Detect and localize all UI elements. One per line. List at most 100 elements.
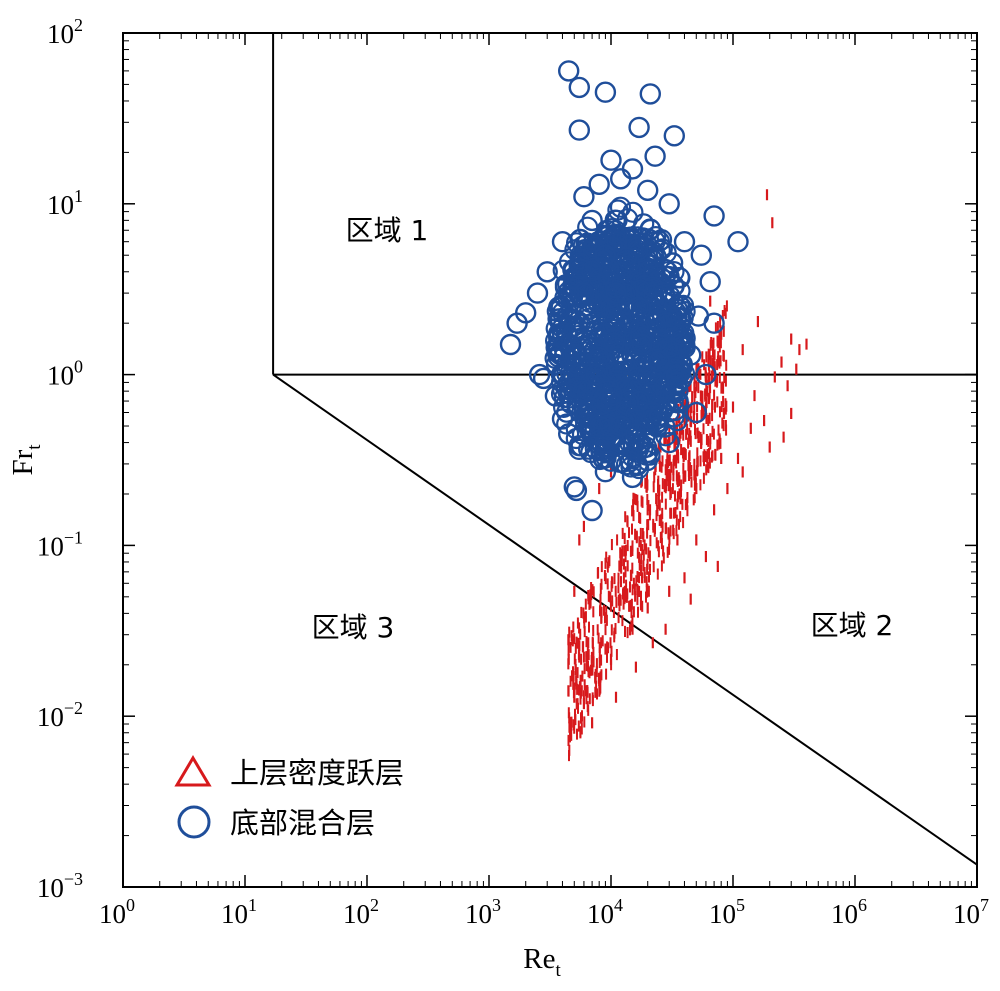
circle-point [687,305,710,327]
legend-label-circle: 底部混合层 [230,806,375,840]
circle-point [532,367,555,390]
circle-point [573,185,595,208]
circle-cloud-point [597,269,620,292]
y-axis-label: Frt [7,444,45,476]
circle-point [528,363,551,386]
circle-point [642,401,664,424]
circle-cloud-point [627,239,649,261]
circle-cloud-point [544,330,567,352]
circle-point [581,499,603,522]
circle-cloud-point [568,438,590,460]
circle-point [618,312,640,334]
circle-cloud-point [600,450,622,472]
circle-point [699,271,721,293]
region-label: 区域 1 [346,214,429,247]
circle-cloud-point [659,336,681,358]
circle-point [563,476,585,498]
circle-cloud-point [555,322,578,344]
circle-cloud-point [564,343,586,365]
circle-point [600,149,622,171]
y-tick-label: 10−3 [37,869,83,903]
circle-cloud-point [581,260,603,282]
circle-cloud-point [567,364,590,386]
circle-cloud-point [621,446,644,468]
circle-point [685,401,707,424]
circle-point [558,60,580,82]
circle-point [594,244,617,266]
circle-point [588,173,610,196]
circle-point [581,209,603,232]
y-tick-label: 101 [47,186,83,220]
circle-cloud-point [655,312,678,334]
x-tick-label: 101 [221,895,257,929]
circle-point [690,244,712,266]
circle-cloud-point [588,267,611,289]
circle-point [661,252,684,274]
circle-point [573,282,595,304]
circle-cloud-point [643,284,665,306]
circle-point [639,83,661,105]
circle-point [703,205,725,227]
y-tick-label: 10−2 [37,698,83,732]
circle-point [585,363,607,386]
circle-cloud-point [627,296,649,318]
circle-cloud-point [628,390,651,412]
circle-cloud-point [643,384,665,406]
y-tick-label: 102 [47,15,83,49]
circle-point [637,179,659,202]
circle-cloud-point [615,247,638,269]
circle-point [544,385,567,407]
circle-point [631,333,653,356]
circle-point [654,287,677,309]
circle-point [628,116,650,139]
circle-point [610,168,632,190]
circle-point [565,479,588,502]
circle-point [637,441,659,464]
circle-cloud-point [598,413,620,435]
x-tick-label: 106 [831,895,867,929]
circle-cloud-point [642,276,664,298]
y-tick-label: 100 [47,357,83,391]
circle-point [558,423,580,445]
circle-cloud-point [589,415,611,437]
circle-cloud-point [609,196,632,218]
x-tick-label: 103 [465,895,501,929]
x-tick-label: 107 [953,895,989,929]
region-label: 区域 2 [811,609,894,642]
circle-point [551,408,574,430]
circle-cloud-point [633,213,655,235]
legend-triangle-marker [174,755,212,787]
legend-label-triangle: 上层密度跃层 [230,756,404,790]
circle-cloud-point [558,280,580,302]
circle-point [680,344,702,366]
circle-point [621,466,644,489]
circle-point [648,350,671,372]
circle-point [658,431,680,454]
circle-cloud-point [645,226,667,248]
circle-cloud-point [672,294,695,316]
boundary-line-diagonal [272,373,978,866]
circle-cloud-point [606,230,628,253]
circle-point [506,312,528,334]
circle-cloud-point [662,306,684,328]
circle-point [568,119,590,141]
circle-point [594,81,617,103]
circle-cloud-point [620,456,642,478]
circle-point [549,295,571,318]
x-tick-label: 104 [587,895,623,929]
circle-point [563,320,585,342]
circle-cloud-point [654,265,676,287]
circle-cloud-point [608,373,630,395]
circle-cloud-point [607,199,629,221]
circle-point [663,125,685,147]
circle-point [673,230,696,253]
circle-point [499,333,522,356]
x-axis-label: Ret [523,943,561,981]
legend-circle-marker [177,805,211,839]
x-tick-label: 100 [99,895,135,929]
circle-point [605,282,627,304]
circle-cloud-point [667,392,689,414]
circle-cloud-point [604,223,626,245]
x-tick-label: 105 [709,895,745,929]
